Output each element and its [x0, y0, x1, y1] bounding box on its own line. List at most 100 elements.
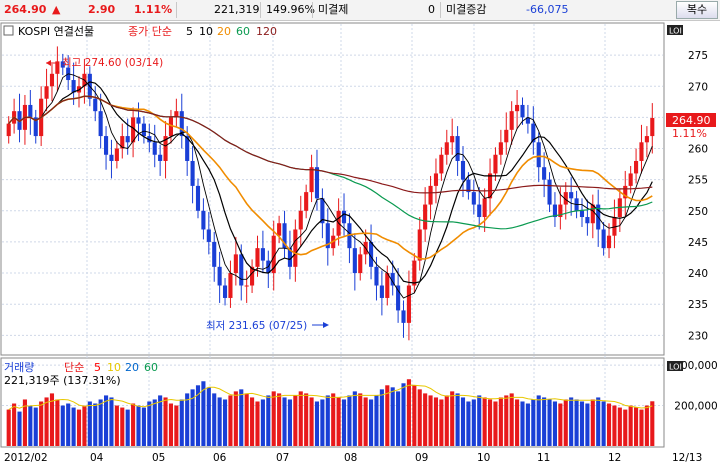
- date-label: 06: [213, 452, 227, 464]
- candle-body: [152, 142, 157, 155]
- volume-bar: [255, 401, 260, 446]
- candle-body: [93, 98, 98, 112]
- candle-body: [60, 61, 65, 68]
- volume-bar: [433, 397, 439, 446]
- price-tick-label: 270: [688, 81, 708, 93]
- candle-body: [244, 285, 249, 287]
- volume-bar: [222, 399, 228, 446]
- volume-bar: [174, 405, 179, 446]
- date-label: 08: [344, 452, 357, 464]
- volume-bar: [412, 385, 417, 446]
- volume-bar: [460, 397, 466, 446]
- volume-bar: [76, 409, 82, 446]
- volume-bar: [190, 389, 195, 446]
- date-label: 05: [152, 452, 165, 464]
- volume-bar: [428, 395, 433, 446]
- volume-bar: [277, 393, 282, 446]
- candle-body: [190, 160, 195, 186]
- candle-body: [390, 273, 395, 286]
- candle-body: [590, 204, 595, 224]
- candle-body: [255, 248, 260, 267]
- volume-bar: [152, 399, 157, 446]
- volume-bar: [136, 405, 141, 446]
- volume-bar: [114, 405, 119, 446]
- scale-button[interactable]: [667, 25, 683, 35]
- volume-bar: [531, 399, 536, 446]
- candle-body: [282, 223, 287, 249]
- volume-bar: [131, 403, 136, 446]
- volume-bar: [374, 395, 379, 446]
- candle-body: [644, 136, 649, 143]
- candle-body: [33, 117, 38, 137]
- ma-20-line: [8, 95, 653, 260]
- volume-bar: [314, 401, 320, 446]
- volume-bar: [450, 391, 455, 446]
- candle-body: [325, 223, 330, 249]
- candle-body: [49, 73, 55, 87]
- candle-body: [98, 111, 103, 137]
- price-chart[interactable]: 230235240245250255260265270275 200,00040…: [0, 21, 720, 467]
- candle-body: [585, 217, 590, 224]
- volume-bar: [542, 397, 547, 446]
- candle-body: [406, 285, 411, 323]
- volume-bar: [612, 405, 617, 446]
- volume-bar: [369, 399, 374, 446]
- volume-bar: [471, 399, 476, 446]
- candle-body: [277, 223, 282, 236]
- candle-body: [320, 198, 325, 224]
- volume-bar: [487, 399, 493, 446]
- volume-bar: [650, 401, 655, 446]
- volume-bar: [33, 407, 38, 446]
- date-label: 12: [608, 452, 621, 464]
- ma-10-label: 10: [199, 25, 213, 38]
- volume-bar: [574, 399, 579, 446]
- scale-tag-label: LOI: [669, 27, 682, 36]
- candle-body: [174, 111, 179, 118]
- open-interest-value: 0: [428, 3, 435, 16]
- candle-body: [515, 104, 520, 112]
- volume-bar: [341, 399, 347, 446]
- candle-body: [298, 210, 303, 230]
- vol-ma-60-label: 60: [144, 361, 158, 374]
- current-price: 264.90: [4, 3, 47, 16]
- candle-body: [460, 160, 466, 180]
- candle-body: [601, 229, 606, 249]
- date-label: 07: [276, 452, 289, 464]
- candle-body: [477, 204, 482, 218]
- candle-body: [109, 154, 114, 161]
- volume-scale-button[interactable]: [667, 361, 683, 371]
- price-tick-label: 250: [688, 206, 708, 218]
- volume-bar: [185, 393, 190, 446]
- low-annotation: 최저 231.65 (07/25): [206, 320, 329, 332]
- candle-body: [412, 260, 417, 286]
- volume-bar: [336, 397, 341, 446]
- high-label: 최고 274.60 (03/14): [62, 57, 163, 69]
- candle-body: [141, 123, 146, 137]
- volume-bar: [22, 399, 27, 446]
- volume-bar: [623, 409, 628, 446]
- current-price-tag-value: 264.90: [672, 114, 711, 127]
- date-label: 2012/02: [4, 452, 48, 464]
- volume-bar: [606, 403, 612, 446]
- vol-ma-5-label: 5: [94, 361, 101, 374]
- candle-body: [520, 104, 525, 118]
- candle-body: [250, 266, 255, 286]
- volume-bar: [60, 405, 65, 446]
- price-change-pct: 1.11%: [134, 3, 173, 16]
- volume-bar: [309, 397, 314, 446]
- candle-body: [401, 310, 406, 323]
- volume-bar: [109, 397, 114, 446]
- volume-bar: [401, 383, 406, 446]
- volume-bar: [596, 397, 601, 446]
- oi-change-label: 미결증감: [446, 3, 487, 16]
- copy-button[interactable]: 복수: [676, 1, 718, 19]
- candle-body: [287, 248, 292, 267]
- candle-body: [536, 142, 541, 168]
- volume-bar: [493, 401, 498, 446]
- volume-bar: [201, 381, 206, 446]
- candle-body: [120, 136, 125, 149]
- candle-body: [131, 117, 136, 143]
- volume-bar: [379, 389, 384, 446]
- volume-bar: [504, 395, 509, 446]
- volume-bar: [239, 389, 244, 446]
